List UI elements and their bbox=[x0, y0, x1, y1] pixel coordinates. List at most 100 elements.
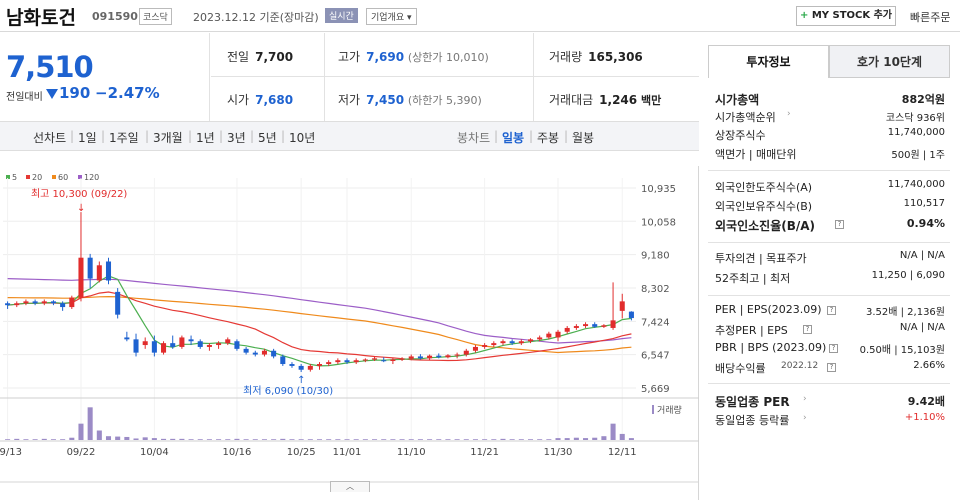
volume-bar bbox=[280, 438, 286, 440]
info-icon[interactable]: ? bbox=[835, 220, 844, 229]
candle-body bbox=[601, 325, 607, 327]
volume-bar bbox=[23, 439, 29, 440]
candle-body bbox=[225, 339, 231, 344]
ma120-line bbox=[7, 278, 632, 344]
volume-bar bbox=[619, 433, 625, 440]
max-arrow-icon: ↓ bbox=[77, 203, 85, 214]
foreign-limit-row: 외국인한도주식수(A) 11,740,000 bbox=[715, 179, 945, 194]
info-icon[interactable]: ? bbox=[829, 344, 838, 353]
candle-chart-label: 봉차트 bbox=[457, 131, 491, 145]
candle-body bbox=[610, 320, 616, 328]
candle-body bbox=[87, 257, 93, 279]
add-my-stock-button[interactable]: + MY STOCK 추가 bbox=[796, 6, 896, 26]
high-price: 고가 7,690 (상한가 10,010) bbox=[338, 50, 489, 64]
per-row: PER | EPS(2023.09)? 3.52배 | 2,136원 bbox=[715, 303, 945, 318]
tab-orderbook-10[interactable]: 호가 10단계 bbox=[829, 45, 950, 78]
volume-bar bbox=[362, 439, 368, 440]
legend-swatch-60 bbox=[52, 175, 56, 179]
candle-body bbox=[170, 343, 176, 347]
realtime-button[interactable]: 실시간 bbox=[325, 8, 358, 23]
industry-rate-row: 동일업종 등락률 › +1.10% bbox=[715, 412, 945, 427]
candle-body bbox=[161, 343, 167, 353]
min-arrow-icon: ↑ bbox=[297, 375, 305, 386]
volume-bar bbox=[482, 439, 488, 440]
volume-bar bbox=[289, 439, 295, 440]
tab-3m[interactable]: 3개월 bbox=[153, 131, 183, 145]
tab-1d[interactable]: 1일 bbox=[78, 131, 97, 145]
price-change-value: 190 bbox=[59, 84, 91, 102]
info-icon[interactable]: ? bbox=[827, 363, 836, 372]
dividend-row: 배당수익률 2022.12? 2.66% bbox=[715, 360, 945, 375]
quick-order-link[interactable]: 빠른주문 bbox=[910, 11, 951, 24]
tab-monthly[interactable]: 월봉 bbox=[572, 131, 595, 145]
y-tick-label: 7,424 bbox=[641, 317, 670, 328]
tab-10y[interactable]: 10년 bbox=[289, 131, 316, 145]
y-tick-label: 5,669 bbox=[641, 384, 670, 395]
low-price: 저가 7,450 (하한가 5,390) bbox=[338, 93, 482, 107]
volume-bar bbox=[509, 439, 515, 440]
tab-1w[interactable]: 1주일 bbox=[109, 131, 139, 145]
volume-bar bbox=[537, 439, 543, 440]
info-icon[interactable]: ? bbox=[827, 306, 836, 315]
volume-bar bbox=[298, 439, 304, 440]
tab-1y[interactable]: 1년 bbox=[196, 131, 215, 145]
x-tick-label: 11/01 bbox=[333, 447, 362, 458]
candle-body bbox=[206, 345, 212, 347]
candle-body bbox=[41, 301, 47, 304]
tab-daily[interactable]: 일봉 bbox=[502, 131, 525, 145]
candle-body bbox=[216, 343, 222, 346]
candle-body bbox=[454, 354, 460, 356]
volume-bar bbox=[206, 439, 212, 440]
tab-5y[interactable]: 5년 bbox=[258, 131, 277, 145]
tab-weekly[interactable]: 주봉 bbox=[537, 131, 560, 145]
legend-swatch-20 bbox=[26, 175, 30, 179]
volume-bar bbox=[628, 438, 634, 440]
volume-bar bbox=[518, 439, 524, 440]
volume-bar bbox=[50, 439, 56, 440]
price-chart-area: 5 20 60 120 10,935 10,058 9,180 8,302 7,424 6,547… bbox=[0, 166, 699, 500]
compare-label: 전일대비 bbox=[6, 92, 43, 103]
volume-bar bbox=[87, 407, 93, 440]
ma60-line bbox=[7, 295, 632, 354]
volume-bar bbox=[96, 430, 102, 440]
company-overview-dropdown[interactable]: 기업개요 ▾ bbox=[366, 8, 417, 25]
chart-collapse-handle[interactable]: ︿ bbox=[330, 481, 370, 492]
candle-body bbox=[381, 360, 387, 362]
candle-body bbox=[50, 301, 56, 304]
candle-body bbox=[619, 301, 625, 311]
volume-bar bbox=[390, 439, 396, 440]
tab-investment-info[interactable]: 투자정보 bbox=[708, 45, 829, 78]
volume-bar bbox=[381, 439, 387, 440]
volume-bar bbox=[417, 439, 423, 440]
volume-bar bbox=[105, 436, 112, 440]
volume-bar bbox=[124, 436, 130, 440]
stock-name: 남화토건 bbox=[6, 7, 76, 29]
volume-bar bbox=[188, 439, 194, 440]
volume-bar bbox=[408, 439, 414, 440]
candle-body bbox=[69, 297, 75, 308]
volume-bar bbox=[500, 438, 506, 440]
x-tick-label: 12/11 bbox=[608, 447, 637, 458]
x-tick-label: 10/16 bbox=[223, 447, 252, 458]
line-chart-label: 선차트 bbox=[33, 131, 67, 145]
tab-3y[interactable]: 3년 bbox=[227, 131, 246, 145]
52week-range-row: 52주최고 | 최저 11,250 | 6,090 bbox=[715, 270, 945, 285]
volume-bar bbox=[472, 439, 478, 440]
max-annotation: 최고 10,300 (09/22) bbox=[31, 188, 127, 200]
volume-bar bbox=[216, 439, 222, 440]
x-tick-label: 09/22 bbox=[67, 447, 96, 458]
candle-body bbox=[96, 265, 102, 281]
candlestick-chart[interactable]: 5 20 60 120 10,935 10,058 9,180 8,302 7,424 6,547… bbox=[0, 166, 699, 500]
candle-body bbox=[115, 291, 121, 315]
volume-bar bbox=[527, 439, 534, 440]
info-icon[interactable]: ? bbox=[803, 325, 812, 334]
date-label: 2023.12.12 기준(장마감) bbox=[193, 11, 319, 24]
volume-bar bbox=[234, 438, 240, 440]
volume-bar bbox=[261, 439, 267, 440]
candle-body bbox=[261, 350, 267, 355]
y-tick-label: 6,547 bbox=[641, 351, 670, 362]
volume-bar bbox=[32, 439, 38, 440]
volume-bar bbox=[326, 439, 332, 440]
candle-body bbox=[353, 360, 359, 363]
candle-body bbox=[537, 337, 543, 340]
